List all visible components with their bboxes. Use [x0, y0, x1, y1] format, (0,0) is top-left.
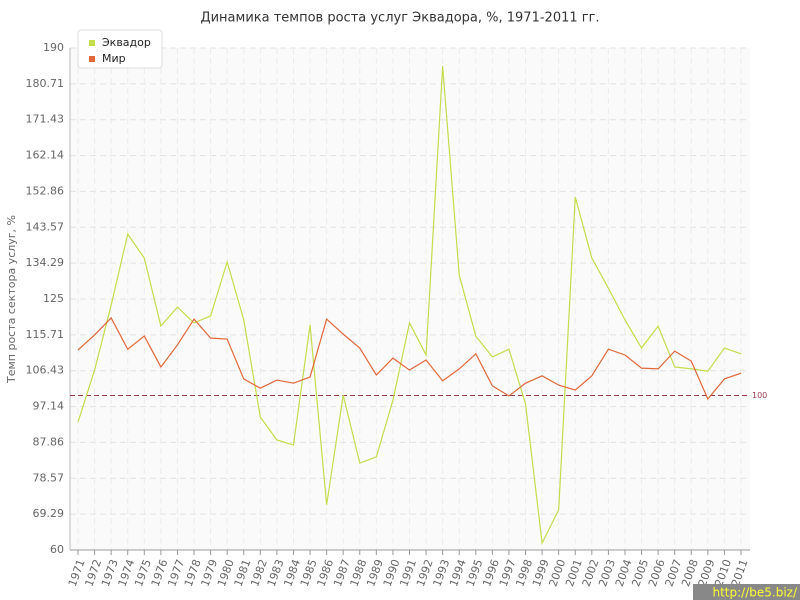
y-tick-label: 87.86	[33, 435, 65, 448]
y-tick-label: 106.43	[26, 364, 65, 377]
y-tick-label: 125	[43, 292, 64, 305]
y-tick-label: 180.71	[26, 77, 65, 90]
series-line	[77, 66, 742, 546]
y-tick-label: 152.86	[26, 184, 65, 197]
legend-swatch	[89, 56, 95, 62]
y-tick-label: 69.29	[33, 507, 65, 520]
y-axis-label: Темп роста сектора услуг, %	[5, 215, 18, 384]
watermark-bg	[693, 584, 800, 600]
y-tick-label: 134.29	[26, 256, 65, 269]
chart-title: Динамика темпов роста услуг Эквадора, %,…	[200, 11, 599, 26]
y-tick-label: 143.57	[26, 220, 65, 233]
y-tick-label: 97.14	[33, 400, 65, 413]
legend-label: Мир	[102, 52, 126, 65]
watermark: http://be5.biz/	[712, 586, 797, 600]
series-line	[77, 316, 742, 401]
reference-label: 100	[752, 391, 767, 400]
y-tick-label: 115.71	[26, 328, 65, 341]
legend: Эквадор Мир	[77, 29, 163, 69]
legend-label: Эквадор	[102, 36, 151, 49]
legend-box	[77, 29, 163, 69]
y-tick-label: 162.14	[26, 149, 65, 162]
y-tick-label: 190	[43, 41, 64, 54]
y-tick-label: 78.57	[33, 471, 65, 484]
y-tick-label: 60	[50, 543, 64, 556]
y-tick-label: 171.43	[26, 113, 65, 126]
legend-swatch	[89, 40, 95, 46]
